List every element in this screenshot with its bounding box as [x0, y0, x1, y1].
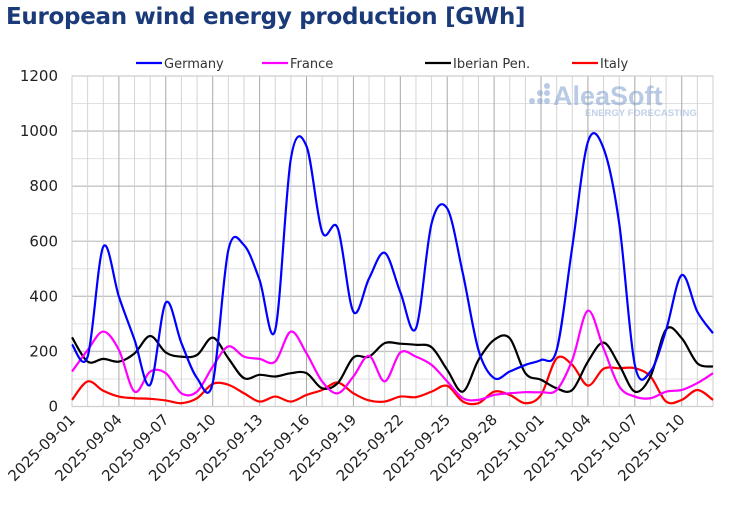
legend-item-germany: Germany [136, 57, 224, 72]
grid [71, 75, 714, 408]
legend-item-france: France [262, 57, 333, 72]
y-tick-label: 800 [29, 177, 58, 195]
aleasoft-logo-icon [529, 83, 550, 104]
y-tick-label: 1200 [20, 67, 58, 85]
legend: Germany France Iberian Pen. Italy [136, 57, 629, 72]
legend-label: Germany [164, 57, 224, 72]
plot-border [71, 75, 714, 407]
x-axis: 2025-09-012025-09-042025-09-072025-09-10… [4, 411, 688, 485]
y-tick-label: 0 [48, 398, 58, 416]
chart-title: European wind energy production [GWh] [6, 4, 526, 30]
legend-label: Iberian Pen. [453, 57, 530, 72]
watermark: AleaSoft ENERGY FORECASTING [529, 81, 697, 119]
legend-label: Italy [600, 57, 629, 72]
legend-item-iberian-pen: Iberian Pen. [425, 57, 530, 72]
y-tick-label: 1000 [20, 122, 58, 140]
series-line-iberian-pen [71, 326, 714, 394]
legend-item-italy: Italy [572, 57, 629, 72]
y-tick-label: 600 [29, 232, 58, 250]
series-line-france [71, 309, 714, 402]
series-line-italy [71, 355, 714, 406]
series-line-germany [71, 132, 714, 394]
watermark-tagline: ENERGY FORECASTING [585, 108, 697, 119]
watermark-brand: AleaSoft [553, 81, 663, 111]
legend-label: France [290, 57, 333, 72]
y-tick-label: 200 [29, 342, 58, 360]
y-axis: 0 200 400 600 800 1000 1200 [20, 67, 58, 416]
series-lines [71, 132, 714, 406]
y-tick-label: 400 [29, 287, 58, 305]
